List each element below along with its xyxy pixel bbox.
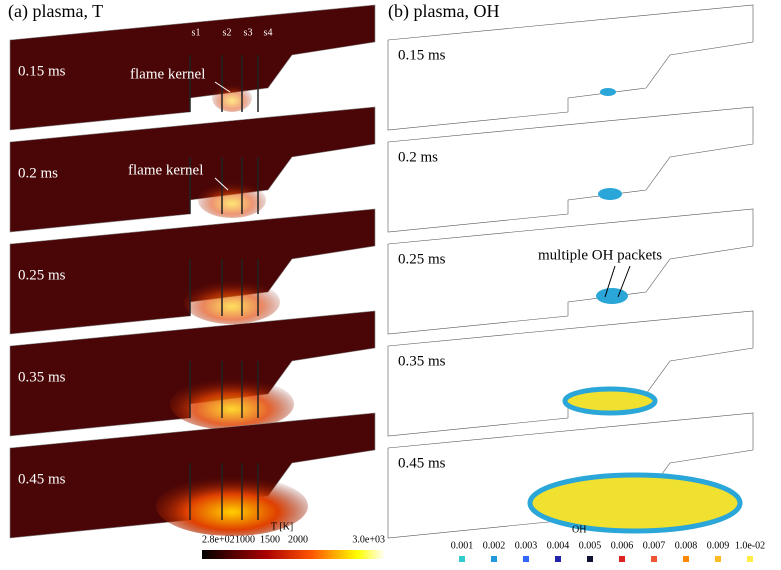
- time-label: 0.35 ms: [18, 369, 66, 385]
- annotation-arrow: [617, 265, 631, 298]
- annotation-arrow: [604, 265, 616, 298]
- legend-swatch: [651, 556, 657, 562]
- legend-swatch: [523, 556, 529, 562]
- combustor-outline: [387, 310, 754, 437]
- legend-level: 0.002: [483, 540, 506, 551]
- panel-a-title: (a) plasma, T: [8, 1, 103, 22]
- colorbar-tick: 1500: [260, 534, 280, 545]
- legend-swatch: [747, 556, 753, 562]
- colorbar-tick: 2.8e+02: [202, 534, 235, 545]
- time-label: 0.35 ms: [398, 353, 446, 369]
- flame-region: [198, 182, 266, 218]
- time-label: 0.15 ms: [398, 47, 446, 63]
- flame-region: [184, 280, 280, 324]
- oh-packet: [600, 88, 616, 96]
- time-label: 0.15 ms: [18, 63, 66, 79]
- combustor-outline: [387, 4, 754, 131]
- time-label: 0.2 ms: [398, 149, 438, 165]
- annotation: multiple OH packets: [538, 247, 662, 263]
- time-label: 0.25 ms: [18, 267, 66, 283]
- combustor-outline: [387, 208, 754, 335]
- section-label: s3: [244, 27, 253, 38]
- legend-level: 0.005: [579, 540, 602, 551]
- section-label: s2: [223, 27, 232, 38]
- time-label: 0.45 ms: [18, 471, 66, 487]
- flame-region: [156, 476, 308, 536]
- section-label: s4: [264, 27, 273, 38]
- legend-level: 1.0e-02: [735, 540, 765, 551]
- flame-region: [170, 378, 294, 430]
- colorbar-tick: 3.0e+03: [352, 534, 385, 545]
- combustor-outline: [387, 106, 754, 233]
- legend-swatch: [555, 556, 561, 562]
- annotation-arrow: [214, 177, 229, 191]
- annotation: flame kernel: [130, 66, 205, 82]
- time-label: 0.25 ms: [398, 251, 446, 267]
- panel-b-title: (b) plasma, OH: [388, 1, 499, 22]
- legend-level: 0.004: [547, 540, 570, 551]
- section-label: s1: [192, 27, 201, 38]
- legend-swatch: [619, 556, 625, 562]
- legend-level: 0.001: [451, 540, 474, 551]
- colorbar-tick: 1000: [235, 534, 255, 545]
- legend-swatch: [715, 556, 721, 562]
- legend-swatch: [683, 556, 689, 562]
- time-label: 0.2 ms: [18, 165, 58, 181]
- legend-level: 0.009: [707, 540, 730, 551]
- annotation: flame kernel: [128, 162, 203, 178]
- legend-level: 0.003: [515, 540, 538, 551]
- legend-level: 0.006: [611, 540, 634, 551]
- oh-packet: [527, 472, 743, 534]
- oh-packet: [598, 188, 622, 200]
- legend-swatch: [491, 556, 497, 562]
- flame-region: [212, 84, 252, 112]
- combustor-slab: [9, 4, 376, 131]
- colorbar-tick: 2000: [288, 534, 308, 545]
- time-label: 0.45 ms: [398, 455, 446, 471]
- combustor-slab: [9, 106, 376, 233]
- legend-level: 0.007: [643, 540, 666, 551]
- colorbar-label: T [K]: [271, 521, 293, 532]
- colorbar: [202, 550, 385, 559]
- oh-packet: [562, 386, 658, 416]
- legend-label: OH: [572, 524, 586, 535]
- oh-packet: [596, 288, 628, 304]
- annotation-arrow: [214, 81, 231, 93]
- legend-swatch: [459, 556, 465, 562]
- legend-level: 0.008: [675, 540, 698, 551]
- legend-swatch: [587, 556, 593, 562]
